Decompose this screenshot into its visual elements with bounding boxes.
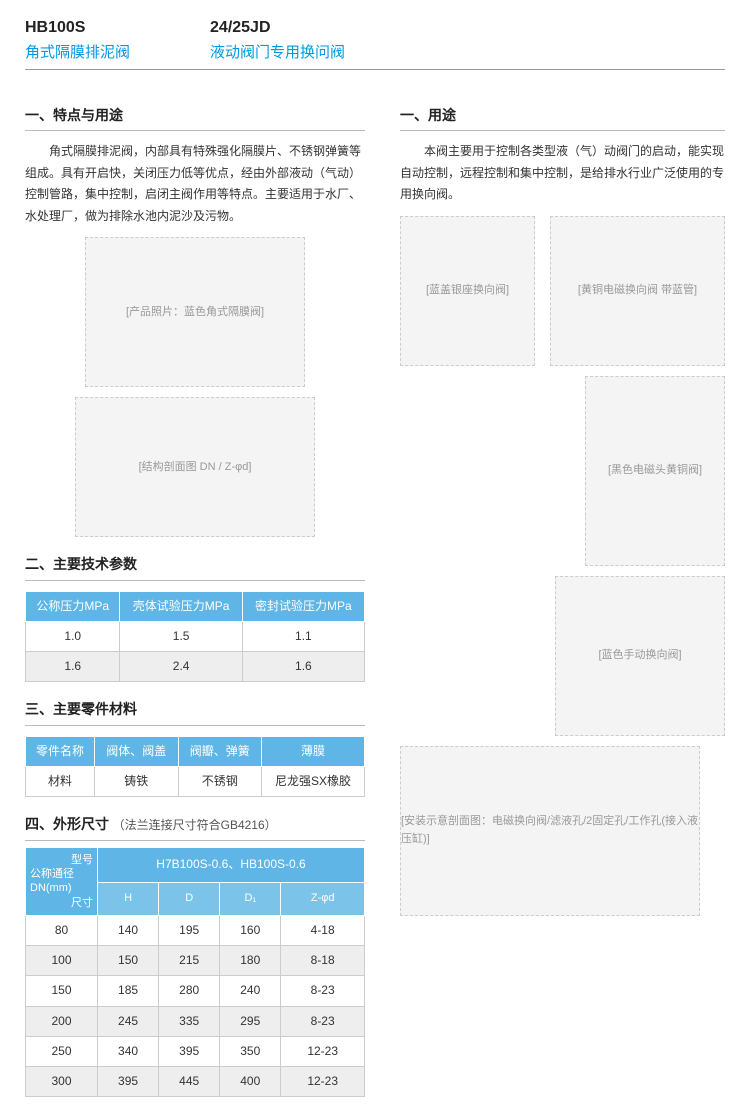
t3-c: 400: [220, 1067, 281, 1097]
valve-photo-4: [蓝色手动换向阀]: [555, 576, 725, 736]
t1-c: 2.4: [120, 652, 242, 682]
t3-c: 180: [220, 946, 281, 976]
t3-sh: Z-φd: [281, 882, 365, 915]
t1-c: 1.0: [26, 621, 120, 651]
t3-c: 340: [98, 1036, 159, 1066]
product-name-left: 角式隔膜排泥阀: [25, 41, 130, 65]
t3-c: 335: [159, 1006, 220, 1036]
product-name-right: 液动阀门专用换问阀: [210, 41, 345, 65]
t3-c: 8-23: [281, 976, 365, 1006]
t3-c: 4-18: [281, 916, 365, 946]
t2-c: 尼龙强SX橡胶: [262, 766, 365, 796]
t3-c: 395: [98, 1067, 159, 1097]
t2-c: 铸铁: [95, 766, 179, 796]
valve-photo-2: [黄铜电磁换向阀 带蓝管]: [550, 216, 725, 366]
t3-sh: H: [98, 882, 159, 915]
t3-c: 280: [159, 976, 220, 1006]
t2-c: 材料: [26, 766, 95, 796]
model-code-left: HB100S: [25, 15, 130, 41]
section-materials-title: 三、主要零件材料: [25, 698, 365, 725]
t1-h2: 密封试验压力MPa: [242, 591, 364, 621]
t1-c: 1.6: [26, 652, 120, 682]
section-dims-note: （法兰连接尺寸符合GB4216）: [113, 818, 277, 832]
t3-c: 350: [220, 1036, 281, 1066]
valve-photo-3: [黑色电磁头黄铜阀]: [585, 376, 725, 566]
t3-left-head: 型号 公称通径 DN(mm) 尺寸: [26, 847, 98, 915]
t3-c: 300: [26, 1067, 98, 1097]
product-photo: [产品照片：蓝色角式隔膜阀]: [85, 237, 305, 387]
t1-c: 1.1: [242, 621, 364, 651]
t3-c: 185: [98, 976, 159, 1006]
t1-h0: 公称压力MPa: [26, 591, 120, 621]
t3-c: 295: [220, 1006, 281, 1036]
t2-h0: 零件名称: [26, 736, 95, 766]
t2-h3: 薄膜: [262, 736, 365, 766]
t3-c: 250: [26, 1036, 98, 1066]
features-paragraph: 角式隔膜排泥阀，内部具有特殊强化隔膜片、不锈钢弹簧等组成。具有开启快，关闭压力低…: [25, 141, 365, 227]
section-usage-title: 一、用途: [400, 104, 725, 131]
t3-c: 215: [159, 946, 220, 976]
valve-photo-1: [蓝盖银座换向阀]: [400, 216, 535, 366]
t3-sh: D₁: [220, 882, 281, 915]
t3-c: 80: [26, 916, 98, 946]
t3-c: 240: [220, 976, 281, 1006]
t3-c: 100: [26, 946, 98, 976]
t3-c: 445: [159, 1067, 220, 1097]
t2-h1: 阀体、阀盖: [95, 736, 179, 766]
dimensions-table: 型号 公称通径 DN(mm) 尺寸 H7B100S-0.6、HB100S-0.6…: [25, 847, 365, 1097]
usage-paragraph: 本阀主要用于控制各类型液（气）动阀门的启动，能实现自动控制，远程控制和集中控制，…: [400, 141, 725, 206]
t3-c: 12-23: [281, 1036, 365, 1066]
params-table: 公称压力MPa 壳体试验压力MPa 密封试验压力MPa 1.0 1.5 1.1 …: [25, 591, 365, 683]
t3-c: 200: [26, 1006, 98, 1036]
section-dims-heading: 四、外形尺寸 （法兰连接尺寸符合GB4216）: [25, 813, 365, 841]
section-params-title: 二、主要技术参数: [25, 553, 365, 580]
t3-model-span: H7B100S-0.6、HB100S-0.6: [98, 847, 365, 882]
t3-c: 195: [159, 916, 220, 946]
t1-h1: 壳体试验压力MPa: [120, 591, 242, 621]
page-header: HB100S 角式隔膜排泥阀 24/25JD 液动阀门专用换问阀: [25, 15, 725, 70]
t3-c: 245: [98, 1006, 159, 1036]
right-column: 一、用途 本阀主要用于控制各类型液（气）动阀门的启动，能实现自动控制，远程控制和…: [400, 88, 725, 1098]
t3-c: 150: [98, 946, 159, 976]
t1-c: 1.5: [120, 621, 242, 651]
section-features-title: 一、特点与用途: [25, 104, 365, 131]
materials-table: 零件名称 阀体、阀盖 阀瓣、弹簧 薄膜 材料 铸铁 不锈钢 尼龙强SX橡胶: [25, 736, 365, 797]
t3-c: 8-23: [281, 1006, 365, 1036]
model-code-right: 24/25JD: [210, 15, 345, 41]
install-diagram: [安装示意剖面图：电磁换向阀/滤液孔/2固定孔/工作孔(接入液压缸)]: [400, 746, 700, 916]
t1-c: 1.6: [242, 652, 364, 682]
header-right: 24/25JD 液动阀门专用换问阀: [210, 15, 345, 65]
left-column: 一、特点与用途 角式隔膜排泥阀，内部具有特殊强化隔膜片、不锈钢弹簧等组成。具有开…: [25, 88, 365, 1098]
section-dims-title: 四、外形尺寸: [25, 816, 109, 832]
structure-diagram: [结构剖面图 DN / Z-φd]: [75, 397, 315, 537]
t3-c: 160: [220, 916, 281, 946]
t3-c: 12-23: [281, 1067, 365, 1097]
t3-c: 140: [98, 916, 159, 946]
t2-h2: 阀瓣、弹簧: [178, 736, 262, 766]
t3-c: 8-18: [281, 946, 365, 976]
t2-c: 不锈钢: [178, 766, 262, 796]
t3-sh: D: [159, 882, 220, 915]
t3-c: 150: [26, 976, 98, 1006]
t3-c: 395: [159, 1036, 220, 1066]
header-left: HB100S 角式隔膜排泥阀: [25, 15, 130, 65]
